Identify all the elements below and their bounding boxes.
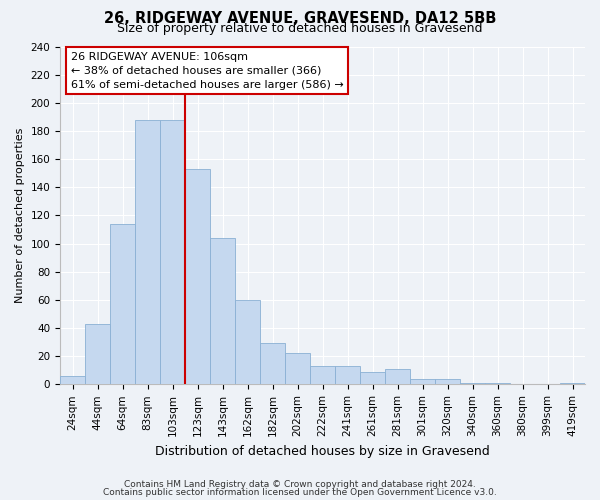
Bar [135, 120, 160, 384]
Text: Size of property relative to detached houses in Gravesend: Size of property relative to detached ho… [117, 22, 483, 35]
Text: Contains HM Land Registry data © Crown copyright and database right 2024.: Contains HM Land Registry data © Crown c… [124, 480, 476, 489]
Bar [85, 324, 110, 384]
Bar [185, 169, 210, 384]
Bar [110, 224, 135, 384]
Bar [235, 300, 260, 384]
Bar [310, 366, 335, 384]
Bar [210, 238, 235, 384]
Bar [410, 378, 435, 384]
Text: 26 RIDGEWAY AVENUE: 106sqm
← 38% of detached houses are smaller (366)
61% of sem: 26 RIDGEWAY AVENUE: 106sqm ← 38% of deta… [71, 52, 343, 90]
Bar [260, 344, 285, 384]
Bar [460, 383, 485, 384]
Bar [385, 369, 410, 384]
Y-axis label: Number of detached properties: Number of detached properties [15, 128, 25, 303]
Bar [285, 354, 310, 384]
Bar [560, 383, 585, 384]
Text: Contains public sector information licensed under the Open Government Licence v3: Contains public sector information licen… [103, 488, 497, 497]
Bar [360, 372, 385, 384]
X-axis label: Distribution of detached houses by size in Gravesend: Distribution of detached houses by size … [155, 444, 490, 458]
Bar [435, 378, 460, 384]
Bar [160, 120, 185, 384]
Bar [335, 366, 360, 384]
Bar [485, 383, 510, 384]
Bar [60, 376, 85, 384]
Text: 26, RIDGEWAY AVENUE, GRAVESEND, DA12 5BB: 26, RIDGEWAY AVENUE, GRAVESEND, DA12 5BB [104, 11, 496, 26]
